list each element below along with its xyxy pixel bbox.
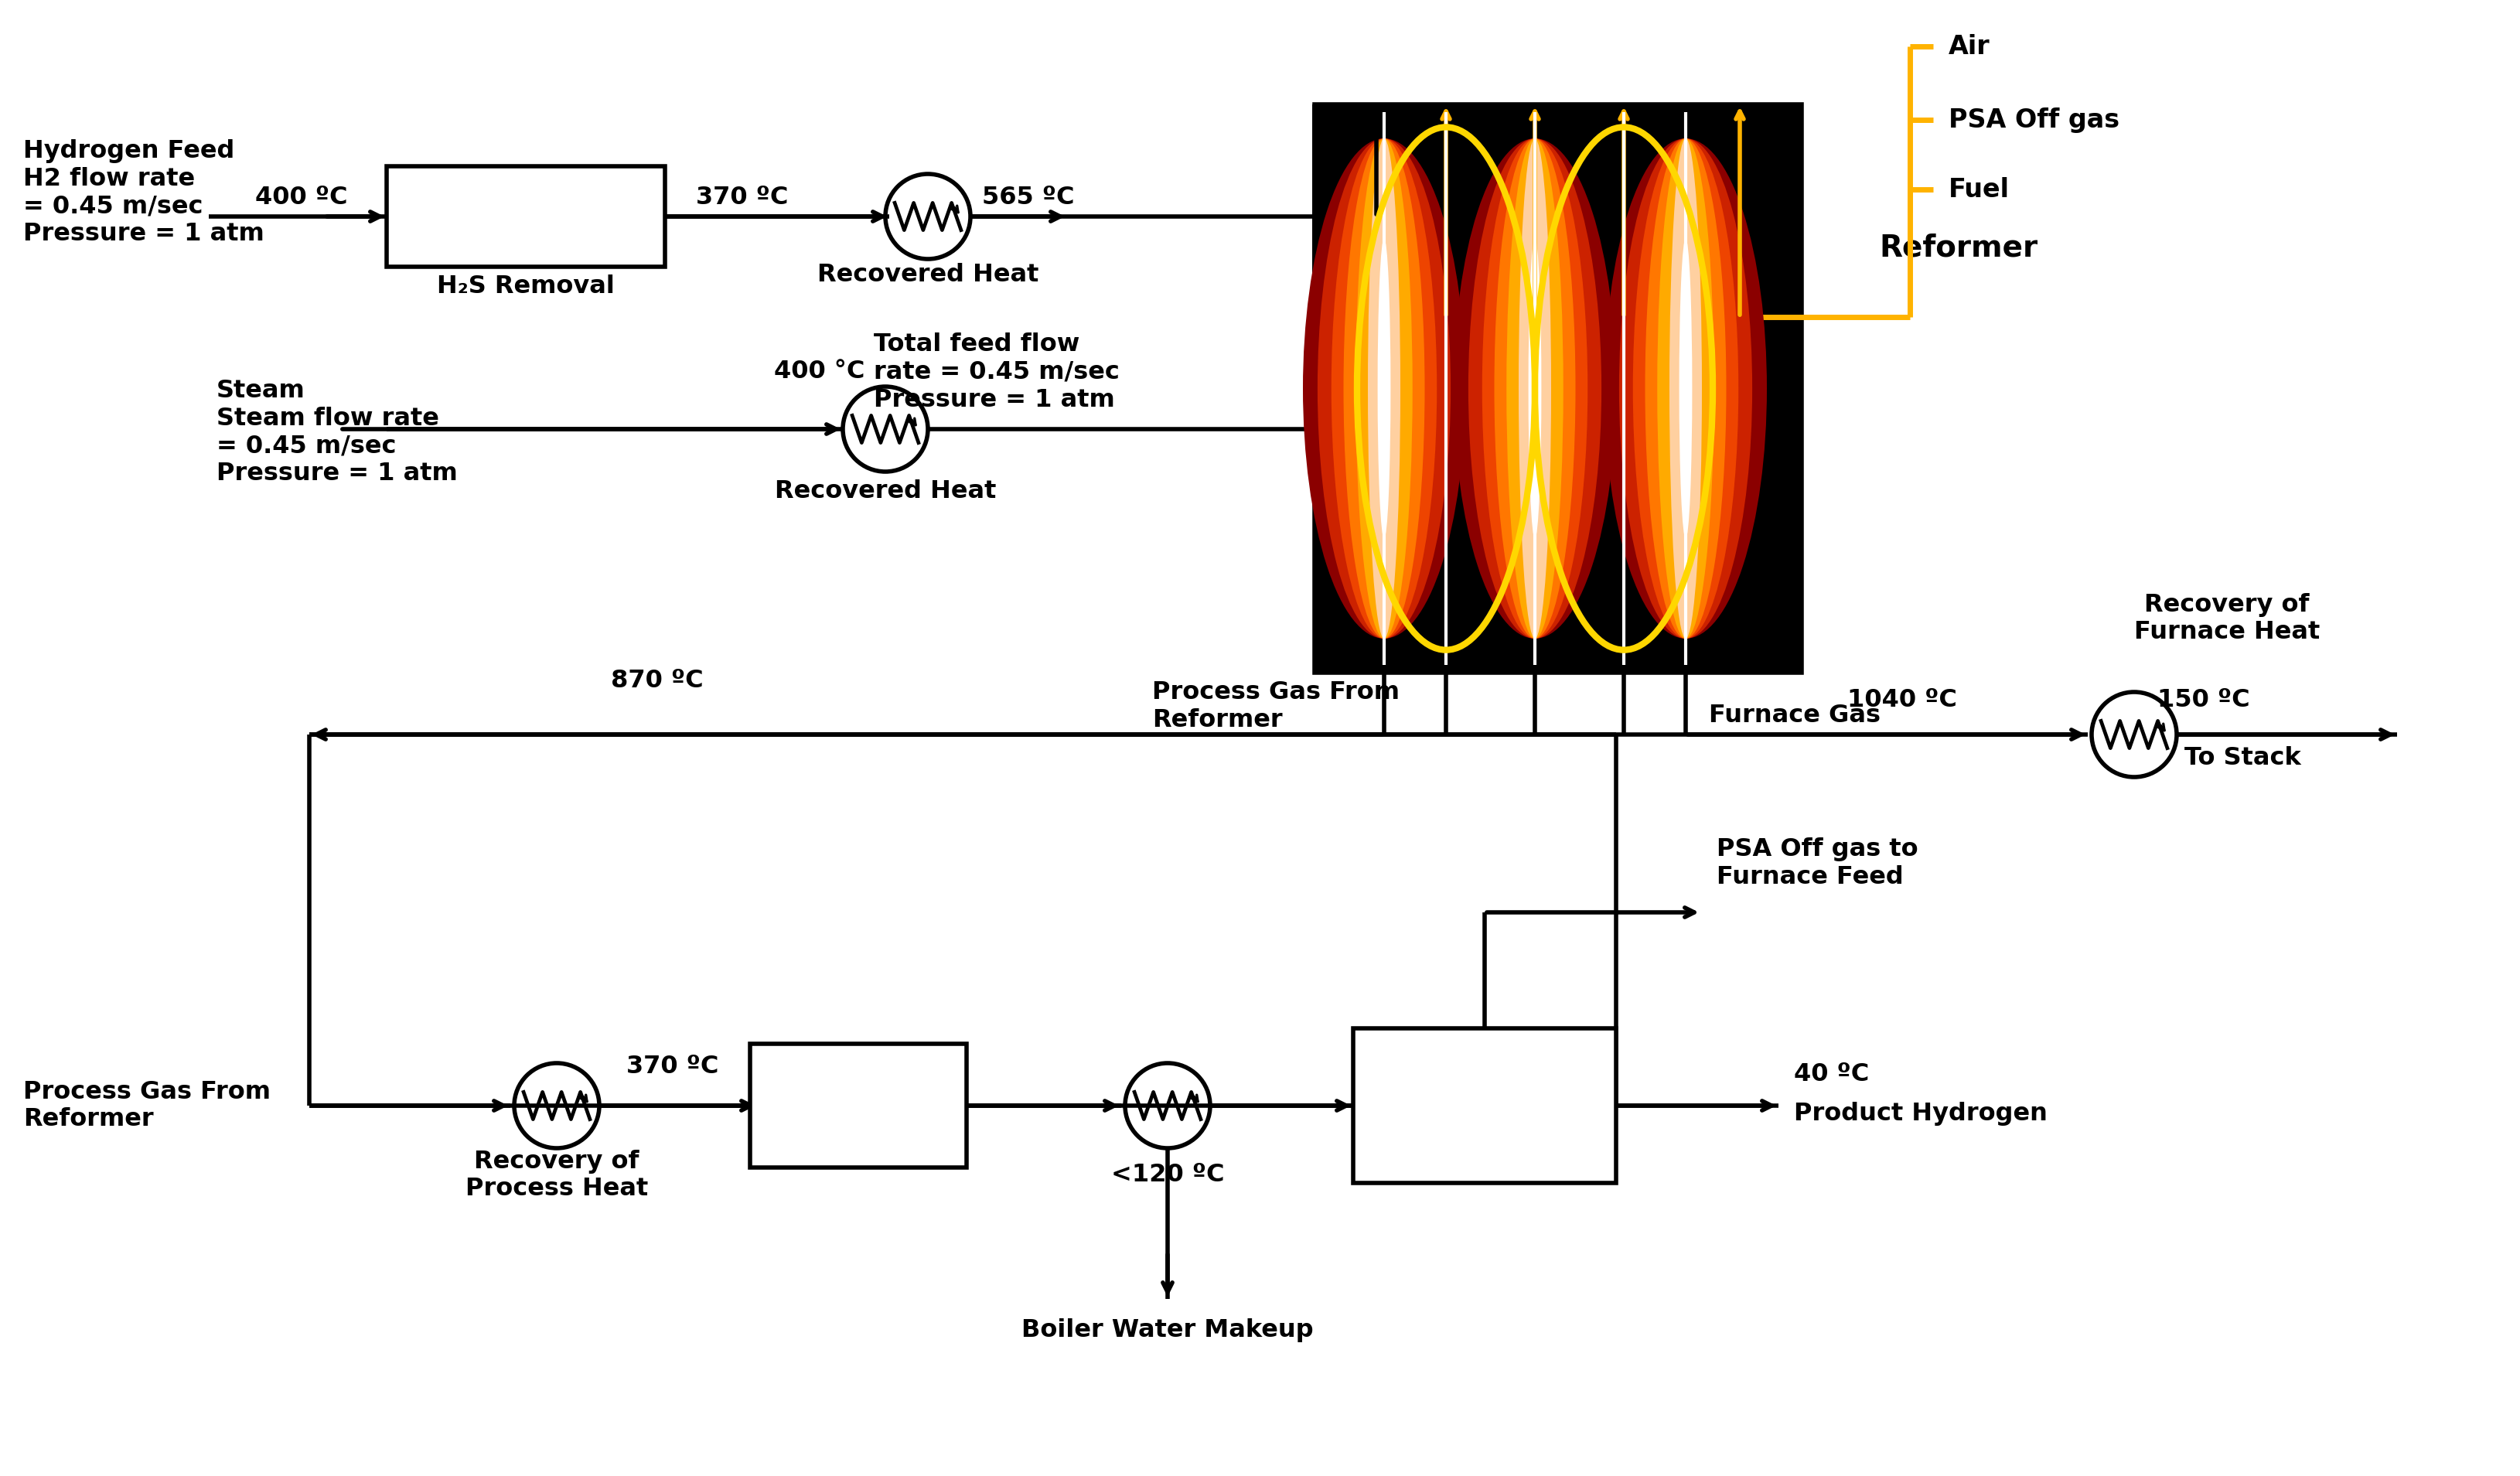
Ellipse shape <box>1494 139 1575 639</box>
Text: Reformer: Reformer <box>1880 233 2039 263</box>
Ellipse shape <box>1507 139 1562 639</box>
Ellipse shape <box>1343 139 1424 639</box>
Ellipse shape <box>1318 139 1452 639</box>
Text: To Stack: To Stack <box>2185 745 2301 769</box>
Ellipse shape <box>1303 139 1464 639</box>
Ellipse shape <box>1618 139 1751 639</box>
Text: Gas
Purification: Gas Purification <box>1394 1077 1575 1134</box>
Ellipse shape <box>1454 139 1615 639</box>
Text: Furnace Gas: Furnace Gas <box>1709 703 1880 728</box>
Ellipse shape <box>1331 139 1436 639</box>
Bar <box>386 167 665 267</box>
Ellipse shape <box>1605 139 1767 639</box>
Ellipse shape <box>1668 139 1701 639</box>
Text: 565 ºC: 565 ºC <box>983 184 1074 210</box>
Ellipse shape <box>1530 239 1542 539</box>
Text: Process Gas From
Reformer: Process Gas From Reformer <box>23 1080 270 1132</box>
Text: Air: Air <box>1948 34 1991 59</box>
Bar <box>751 1044 968 1168</box>
Text: H₂S Removal: H₂S Removal <box>436 275 615 298</box>
Ellipse shape <box>1520 139 1552 639</box>
Text: Shift
Converter: Shift Converter <box>781 1077 937 1134</box>
Text: 1040 ºC: 1040 ºC <box>1847 688 1958 711</box>
Ellipse shape <box>1658 139 1714 639</box>
Text: 150 ºC: 150 ºC <box>2157 688 2250 711</box>
Text: Furnace-Side Feed: Furnace-Side Feed <box>1414 103 1693 128</box>
Text: Fuel: Fuel <box>1948 177 2008 202</box>
Text: Recovered Heat: Recovered Heat <box>816 263 1038 286</box>
Ellipse shape <box>1633 139 1739 639</box>
Ellipse shape <box>1368 139 1401 639</box>
Text: Hydrogen Feed
H2 flow rate
= 0.45 m/sec
Pressure = 1 atm: Hydrogen Feed H2 flow rate = 0.45 m/sec … <box>23 139 265 246</box>
Bar <box>1315 105 1802 673</box>
Text: <120 ºC: <120 ºC <box>1111 1163 1225 1187</box>
Text: 400 °C: 400 °C <box>774 359 864 384</box>
Ellipse shape <box>1678 239 1691 539</box>
Text: Recovered Heat: Recovered Heat <box>774 480 995 503</box>
Text: 40 ºC: 40 ºC <box>1794 1063 1870 1086</box>
Ellipse shape <box>1482 139 1588 639</box>
Text: Pretreatment: Pretreatment <box>418 204 633 230</box>
Text: 400 ºC: 400 ºC <box>255 184 348 210</box>
Text: Steam
Steam flow rate
= 0.45 m/sec
Pressure = 1 atm: Steam Steam flow rate = 0.45 m/sec Press… <box>217 379 459 486</box>
Text: Boiler Water Makeup: Boiler Water Makeup <box>1021 1318 1313 1342</box>
Text: PSA Off gas: PSA Off gas <box>1948 108 2119 133</box>
Ellipse shape <box>1469 139 1603 639</box>
Text: Process Gas From
Reformer: Process Gas From Reformer <box>1152 680 1399 732</box>
Ellipse shape <box>1646 139 1726 639</box>
Text: Recovery of
Process Heat: Recovery of Process Heat <box>466 1150 648 1201</box>
Text: 370 ºC: 370 ºC <box>627 1055 718 1079</box>
Text: Recovery of
Furnace Heat: Recovery of Furnace Heat <box>2134 593 2321 645</box>
Text: Total feed flow
rate = 0.45 m/sec
Pressure = 1 atm: Total feed flow rate = 0.45 m/sec Pressu… <box>874 332 1119 412</box>
Ellipse shape <box>1378 239 1391 539</box>
Ellipse shape <box>1356 139 1414 639</box>
Text: 870 ºC: 870 ºC <box>610 669 703 692</box>
Text: PSA Off gas to
Furnace Feed: PSA Off gas to Furnace Feed <box>1716 837 1918 889</box>
Text: 370 ºC: 370 ºC <box>696 184 789 210</box>
Text: Product Hydrogen: Product Hydrogen <box>1794 1101 2046 1125</box>
Bar <box>1353 1029 1615 1182</box>
